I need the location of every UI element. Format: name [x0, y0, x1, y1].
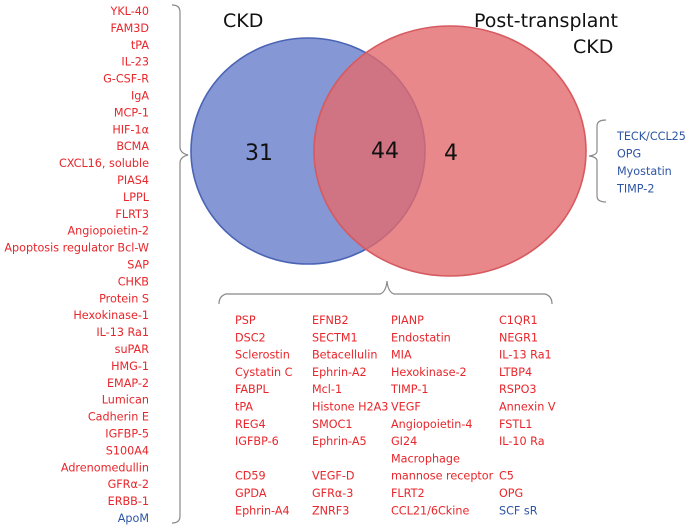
- shared-list-item: Endostatin: [391, 331, 451, 344]
- shared-list-item: FLRT2: [391, 487, 425, 500]
- ckd-list-item: IL-23: [121, 56, 149, 69]
- shared-list-item: Betacellulin: [312, 349, 377, 362]
- ckd-list-item: ApoM: [118, 512, 149, 525]
- shared-list-item: Mcl-1: [312, 383, 342, 396]
- ckd-list-item: Apoptosis regulator Bcl-W: [4, 242, 149, 255]
- shared-list-item: PIANP: [391, 314, 424, 327]
- ckd-list-item: IGFBP-5: [105, 428, 149, 441]
- shared-list-item: Histone H2A3: [312, 401, 388, 414]
- shared-list-item: FABPL: [235, 383, 269, 396]
- ckd-list-item: Lumican: [102, 394, 149, 407]
- post-transplant-only-list: TECK/CCL25 OPG Myostatin TIMP-2: [616, 130, 685, 196]
- shared-list-item: SECTM1: [312, 331, 358, 344]
- shared-list-item: EFNB2: [312, 314, 349, 327]
- shared-list-item: IL-10 Ra: [499, 435, 545, 448]
- ckd-list-item: IL-13 Ra1: [96, 326, 149, 339]
- shared-list-item: C5: [499, 470, 514, 483]
- ckd-list-item: EMAP-2: [107, 377, 149, 390]
- shared-list-item: Sclerostin: [235, 349, 290, 362]
- ckd-list-item: Cadherin E: [88, 411, 149, 424]
- ckd-list-item: Hexokinase-1: [73, 309, 149, 322]
- ckd-list-item: Protein S: [99, 292, 149, 305]
- post-transplant-title-line1: Post-transplant: [474, 10, 618, 32]
- shared-list-item: MIA: [391, 349, 412, 362]
- shared-list-item: ZNRF3: [312, 504, 349, 517]
- shared-list-item: Ephrin-A4: [235, 504, 290, 517]
- shared-list-item: LTBP4: [499, 366, 532, 379]
- shared-list-item: Ephrin-A5: [312, 435, 367, 448]
- ckd-list-item: HIF-1α: [112, 123, 149, 136]
- ckd-list-item: BCMA: [116, 140, 149, 153]
- ckd-only-count: 31: [245, 141, 273, 166]
- ckd-list-item: CXCL16, soluble: [59, 157, 149, 170]
- shared-list-item: Macrophage: [391, 452, 460, 465]
- ckd-list-item: Angiopoietin-2: [68, 225, 149, 238]
- ckd-list-item: Adrenomedullin: [61, 461, 149, 474]
- post-transplant-circle: [313, 25, 587, 277]
- shared-list-item: VEGF: [391, 401, 421, 414]
- ckd-list-item: G-CSF-R: [103, 73, 149, 86]
- shared-list-item: NEGR1: [499, 331, 538, 344]
- ckd-list-item: MCP-1: [114, 106, 149, 119]
- post-transplant-list-item: Myostatin: [617, 165, 672, 178]
- overlap-count: 44: [371, 139, 399, 164]
- shared-list-item: Hexokinase-2: [391, 366, 467, 379]
- post-transplant-title-line2: CKD: [573, 36, 613, 58]
- right-bracket: [588, 119, 607, 203]
- ckd-list-item: GFRα-2: [108, 478, 149, 491]
- shared-list-item: mannose receptor: [391, 470, 494, 483]
- shared-list-item: DSC2: [235, 331, 266, 344]
- shared-list-item: VEGF-D: [312, 470, 354, 483]
- left-bracket: [171, 4, 189, 524]
- ckd-list-item: HMG-1: [111, 360, 149, 373]
- post-transplant-list-item: TECK/CCL25: [616, 130, 685, 143]
- ckd-list-item: SAP: [127, 259, 149, 272]
- shared-list-item: GI24: [391, 435, 417, 448]
- shared-list-item: FSTL1: [499, 418, 533, 431]
- ckd-list-item: tPA: [131, 39, 149, 52]
- shared-list-item: GFRα-3: [312, 487, 353, 500]
- shared-list-item: Annexin V: [499, 401, 556, 414]
- ckd-list-item: FAM3D: [111, 22, 149, 35]
- post-transplant-only-count: 4: [444, 141, 458, 166]
- shared-list-item: Ephrin-A2: [312, 366, 367, 379]
- ckd-title: CKD: [223, 10, 263, 32]
- shared-list-item: tPA: [235, 401, 253, 414]
- ckd-list-item: PIAS4: [117, 174, 149, 187]
- post-transplant-list-item: TIMP-2: [616, 183, 654, 196]
- ckd-list-item: CHKB: [118, 275, 149, 288]
- ckd-list-item: LPPL: [123, 191, 150, 204]
- shared-list-item: IGFBP-6: [235, 435, 279, 448]
- shared-list-item: GPDA: [235, 487, 267, 500]
- shared-list-item: C1QR1: [499, 314, 538, 327]
- shared-list: PSP DSC2 Sclerostin Cystatin C FABPL tPA REG4 I…: [235, 314, 556, 517]
- shared-list-item: OPG: [499, 487, 523, 500]
- shared-list-item: IL-13 Ra1: [499, 349, 552, 362]
- shared-list-item: TIMP-1: [390, 383, 428, 396]
- ckd-list-item: IgA: [131, 90, 149, 103]
- shared-list-item: CD59: [235, 470, 266, 483]
- ckd-only-list: YKL-40 FAM3D tPA IL-23 G-CSF-R IgA MCP-1 HIF-1α…: [4, 5, 149, 525]
- shared-list-item: PSP: [235, 314, 256, 327]
- ckd-list-item: YKL-40: [110, 5, 149, 18]
- shared-list-item: REG4: [235, 418, 266, 431]
- post-transplant-list-item: OPG: [617, 148, 641, 161]
- shared-list-item: RSPO3: [499, 383, 537, 396]
- ckd-list-item: S100A4: [106, 444, 149, 457]
- shared-list-item: SCF sR: [499, 504, 538, 517]
- shared-list-item: Angiopoietin-4: [391, 418, 472, 431]
- shared-list-item: Cystatin C: [235, 366, 293, 379]
- ckd-list-item: FLRT3: [115, 208, 149, 221]
- shared-list-item: CCL21/6Ckine: [391, 504, 469, 517]
- ckd-list-item: suPAR: [115, 343, 150, 356]
- ckd-list-item: ERBB-1: [108, 495, 149, 508]
- shared-bracket: [218, 280, 553, 305]
- shared-list-item: SMOC1: [312, 418, 353, 431]
